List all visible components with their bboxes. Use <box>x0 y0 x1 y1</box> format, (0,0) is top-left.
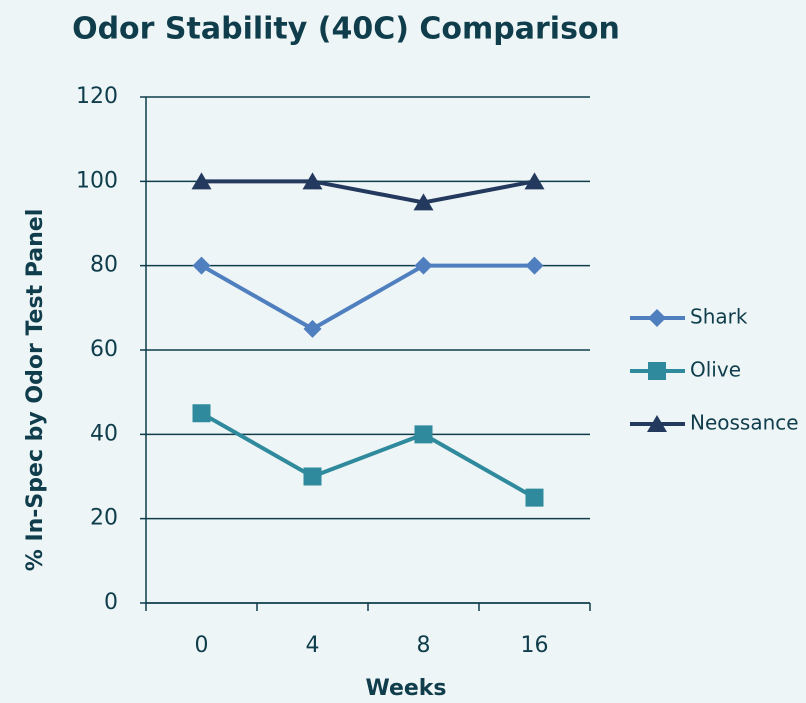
series-line <box>201 179 535 205</box>
series-line <box>200 411 536 500</box>
y-tick-label: 120 <box>76 84 118 109</box>
x-tick-label: 16 <box>521 633 549 658</box>
y-tick-label: 40 <box>90 421 118 446</box>
data-point <box>192 404 211 423</box>
legend-label: Shark <box>690 305 748 329</box>
data-point <box>192 256 211 275</box>
data-point <box>524 172 545 190</box>
y-tick-label: 60 <box>90 337 118 362</box>
data-point <box>414 425 433 444</box>
chart-title: Odor Stability (40C) Comparison <box>72 12 620 47</box>
x-tick-label: 0 <box>195 633 209 658</box>
data-point <box>413 193 434 211</box>
legend-marker <box>648 362 666 380</box>
y-tick-label: 0 <box>104 590 118 615</box>
x-tick-label: 8 <box>417 633 431 658</box>
data-point <box>303 467 322 486</box>
data-point <box>303 319 322 338</box>
x-tick-label: 4 <box>306 633 320 658</box>
data-point <box>302 172 323 190</box>
series-line <box>200 263 535 332</box>
legend-label: Neossance <box>690 411 799 435</box>
legend-label: Olive <box>690 358 741 382</box>
data-point <box>525 488 544 507</box>
y-tick-label: 20 <box>90 506 118 531</box>
legend-marker <box>647 415 667 432</box>
data-point <box>191 172 212 190</box>
y-axis-label: % In-Spec by Odor Test Panel <box>23 209 48 572</box>
legend-marker <box>648 309 666 327</box>
y-tick-label: 80 <box>90 253 118 278</box>
data-point <box>414 256 433 275</box>
data-point <box>525 256 544 275</box>
x-axis-label: Weeks <box>365 676 446 701</box>
y-tick-label: 100 <box>76 168 118 193</box>
